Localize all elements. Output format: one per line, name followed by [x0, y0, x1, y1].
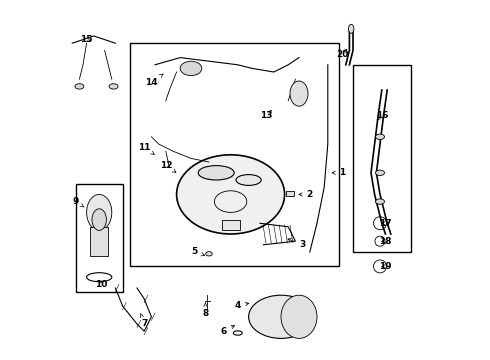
Ellipse shape — [375, 134, 385, 140]
Text: 8: 8 — [202, 303, 209, 318]
Ellipse shape — [375, 199, 385, 204]
Text: 5: 5 — [192, 248, 205, 256]
Text: 16: 16 — [375, 111, 388, 120]
Bar — [286, 191, 294, 196]
Ellipse shape — [281, 295, 317, 338]
Text: 18: 18 — [379, 237, 392, 246]
Text: 19: 19 — [379, 262, 392, 271]
Text: 12: 12 — [160, 161, 176, 172]
Ellipse shape — [375, 170, 385, 175]
Ellipse shape — [92, 209, 106, 230]
Text: 6: 6 — [220, 325, 235, 336]
Ellipse shape — [236, 175, 261, 185]
Text: 14: 14 — [145, 74, 163, 87]
Text: 3: 3 — [288, 239, 306, 249]
Ellipse shape — [290, 81, 308, 106]
Ellipse shape — [198, 166, 234, 180]
Text: 2: 2 — [299, 190, 313, 199]
Bar — [221, 220, 240, 230]
Text: 20: 20 — [336, 49, 348, 59]
Ellipse shape — [109, 84, 118, 89]
Text: 10: 10 — [95, 280, 107, 289]
Text: 9: 9 — [73, 197, 84, 207]
Ellipse shape — [206, 252, 212, 256]
Bar — [130, 43, 339, 266]
Ellipse shape — [87, 194, 112, 230]
Text: 11: 11 — [138, 143, 154, 154]
Ellipse shape — [348, 24, 354, 33]
Text: 4: 4 — [235, 302, 249, 310]
Text: 17: 17 — [379, 219, 392, 228]
Text: 15: 15 — [80, 35, 93, 44]
Ellipse shape — [180, 61, 202, 76]
Bar — [353, 65, 411, 252]
Ellipse shape — [75, 84, 84, 89]
Ellipse shape — [176, 155, 285, 234]
Text: 13: 13 — [260, 111, 273, 120]
Text: 7: 7 — [140, 314, 147, 328]
Ellipse shape — [248, 295, 314, 338]
Bar — [90, 227, 108, 256]
Text: 1: 1 — [332, 168, 345, 177]
Bar — [76, 184, 122, 292]
